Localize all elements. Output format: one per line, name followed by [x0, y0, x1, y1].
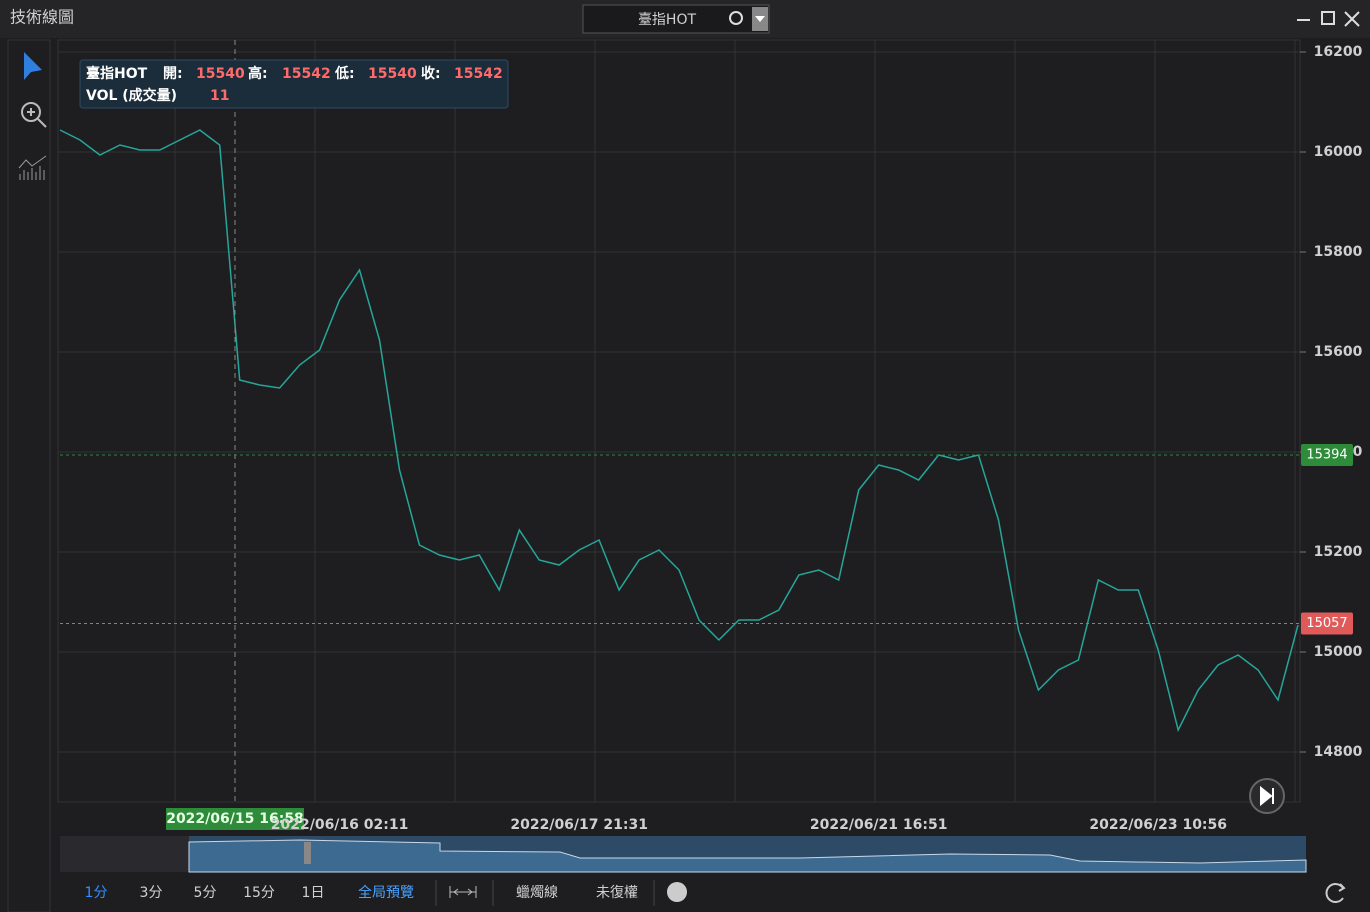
- toolbar-button[interactable]: 未復權: [596, 884, 638, 901]
- navigator-handle[interactable]: [304, 842, 311, 864]
- y-tick-label: 15200: [1314, 544, 1363, 560]
- price-line: [59, 129, 1299, 733]
- y-tick-label: 15000: [1314, 644, 1363, 660]
- scroll-latest-glyph: [1260, 785, 1274, 807]
- dropdown-arrow: [755, 16, 765, 22]
- info-label: 開:: [163, 66, 183, 82]
- info-box: [79, 59, 509, 109]
- y-tick-label: 16000: [1314, 144, 1363, 160]
- price-box: [1301, 444, 1353, 466]
- info-label: 高:: [248, 65, 268, 82]
- indicator-tool[interactable]: [18, 155, 47, 180]
- left-toolbar: [7, 39, 51, 912]
- search-icon[interactable]: [729, 11, 743, 25]
- period-button[interactable]: 1日: [302, 885, 325, 901]
- search-box[interactable]: [582, 4, 770, 34]
- plot-area: [57, 39, 1301, 803]
- help-icon[interactable]: [667, 882, 687, 902]
- y-tick-label: 14800: [1314, 744, 1363, 760]
- refresh-icon[interactable]: [1325, 883, 1346, 903]
- crosshair-x-box: [166, 808, 304, 830]
- period-button[interactable]: 1分: [85, 885, 108, 901]
- info-symbol: 臺指HOT: [86, 65, 148, 82]
- info-value: 15540: [368, 66, 417, 82]
- window-controls[interactable]: [1297, 11, 1360, 27]
- info-label: 低:: [334, 65, 355, 82]
- window-title: 技術線圖: [10, 8, 74, 27]
- navigator-area: [188, 839, 1307, 873]
- x-tick-label: 2022/06/23 10:56: [1089, 817, 1227, 833]
- price-box-label: 15057: [1306, 616, 1347, 631]
- x-tick-label: 2022/06/21 16:51: [810, 817, 948, 833]
- price-box-label: 15394: [1306, 448, 1347, 463]
- y-tick-label: 15600: [1314, 344, 1363, 360]
- period-button[interactable]: 3分: [140, 885, 163, 901]
- info-value: 15540: [196, 66, 245, 82]
- cursor-tool[interactable]: [24, 52, 42, 80]
- info-label: VOL (成交量): [86, 87, 177, 104]
- period-button[interactable]: 15分: [243, 885, 275, 901]
- y-tick-label: 15800: [1314, 244, 1363, 260]
- info-value: 15542: [454, 66, 503, 82]
- info-value: 11: [210, 88, 229, 104]
- price-box: [1301, 612, 1353, 635]
- toolbar-button[interactable]: 全局預覽: [358, 884, 414, 901]
- info-label: 收:: [421, 65, 441, 82]
- fit-tool[interactable]: [449, 886, 477, 898]
- y-tick-label: 16200: [1314, 44, 1363, 60]
- x-tick-label: 2022/06/17 21:31: [510, 817, 648, 833]
- search-symbol: 臺指HOT: [638, 12, 697, 28]
- zoom-tool-glyph: [27, 108, 47, 128]
- x-tick-label: 2022/06/16 02:11: [271, 817, 409, 833]
- info-value: 15542: [282, 66, 331, 82]
- zoom-tool[interactable]: [21, 102, 41, 122]
- crosshair-x-label: 2022/06/15 16:58: [166, 811, 304, 827]
- toolbar-button[interactable]: 蠟燭線: [516, 885, 558, 901]
- period-button[interactable]: 5分: [194, 885, 217, 901]
